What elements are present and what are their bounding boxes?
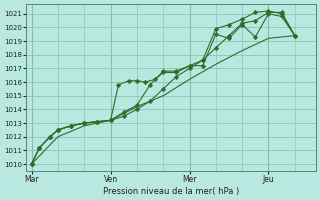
X-axis label: Pression niveau de la mer( hPa ): Pression niveau de la mer( hPa ) bbox=[103, 187, 239, 196]
